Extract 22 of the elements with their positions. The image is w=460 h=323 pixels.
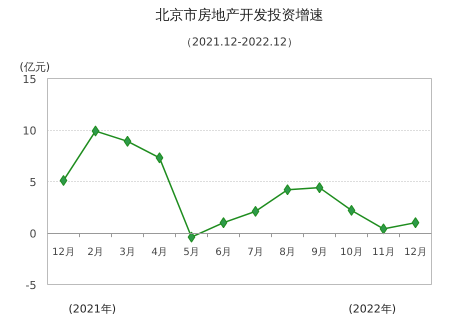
y-axis-title: (亿元) <box>20 60 50 74</box>
y-tick-label: 15 <box>22 73 37 86</box>
x-tick-label: 12月 <box>404 247 427 258</box>
y-tick-label: -5 <box>26 279 36 292</box>
x-tick-label: 8月 <box>279 247 296 258</box>
text: (2022年) <box>348 302 396 316</box>
chart-subtitle: （2021.12-2022.12） <box>181 36 298 48</box>
x-tick-label: 6月 <box>215 247 232 258</box>
y-tick-label: 10 <box>22 124 37 138</box>
x-tick-label: 11月 <box>372 247 395 258</box>
chart-title: 北京市房地产开发投资增速 <box>156 8 324 24</box>
x-tick-label: 10月 <box>340 247 363 258</box>
x-tick-label: 9月 <box>311 247 328 258</box>
y-tick-label: 0 <box>30 228 36 240</box>
text: (2021年) <box>68 302 116 316</box>
x-tick-label: 12月 <box>52 247 75 258</box>
x-tick-label: 3月 <box>119 247 136 258</box>
x-tick-label: 5月 <box>183 247 200 258</box>
x-tick-label: 7月 <box>247 247 264 258</box>
x-tick-label: 4月 <box>151 247 168 258</box>
y-tick-label: 5 <box>30 176 36 189</box>
x-tick-label: 2月 <box>87 247 104 258</box>
